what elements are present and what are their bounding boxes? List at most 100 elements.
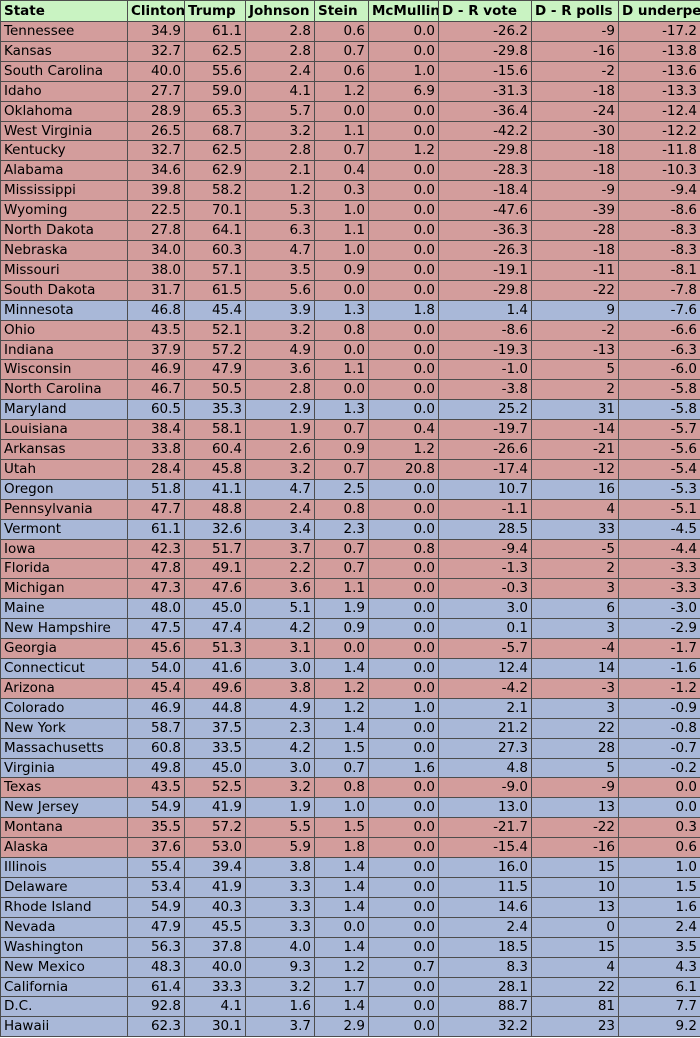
value-cell-clinton: 60.5 xyxy=(127,399,185,421)
table-row: Kentucky 32.7 62.5 2.8 0.7 1.2 -29.8 -18 -11.8 xyxy=(0,140,700,162)
value-cell-johnson: 3.2 xyxy=(245,319,315,341)
value-cell-d-r-vote: -47.6 xyxy=(438,200,532,222)
value-cell-d-r-vote: -36.4 xyxy=(438,100,532,122)
value-cell-clinton: 46.8 xyxy=(127,299,185,321)
value-cell-johnson: 4.9 xyxy=(245,339,315,361)
value-cell-mcmullin: 1.0 xyxy=(368,60,439,82)
value-cell-johnson: 2.6 xyxy=(245,439,315,460)
value-cell-stein: 1.1 xyxy=(314,220,369,241)
value-cell-trump: 41.1 xyxy=(184,478,246,500)
value-cell-trump: 57.2 xyxy=(184,817,246,839)
value-cell-mcmullin: 0.0 xyxy=(368,239,439,261)
value-cell-clinton: 51.8 xyxy=(127,478,185,500)
value-cell-d-underperf: -3.3 xyxy=(618,558,700,580)
value-cell-mcmullin: 6.9 xyxy=(368,80,439,102)
value-cell-mcmullin: 0.0 xyxy=(368,677,439,699)
value-cell-clinton: 62.3 xyxy=(127,1016,185,1038)
value-cell-trump: 49.6 xyxy=(184,677,246,699)
value-cell-trump: 52.5 xyxy=(184,777,246,799)
value-cell-trump: 30.1 xyxy=(184,1016,246,1038)
table-row: West Virginia 26.5 68.7 3.2 1.1 0.0 -42.2 -30 -1… xyxy=(0,120,700,142)
value-cell-d-underperf: -0.8 xyxy=(618,717,700,739)
value-cell-d-underperf: 0.6 xyxy=(618,837,700,859)
table-row: Arizona 45.4 49.6 3.8 1.2 0.0 -4.2 -3 -1.2 xyxy=(0,677,700,699)
value-cell-d-underperf: -5.1 xyxy=(618,498,700,520)
table-row: Texas 43.5 52.5 3.2 0.8 0.0 -9.0 -9 0.0 xyxy=(0,777,700,799)
value-cell-trump: 41.9 xyxy=(184,876,246,898)
value-cell-d-r-polls: 6 xyxy=(531,598,619,620)
value-cell-mcmullin: 0.0 xyxy=(368,120,439,142)
value-cell-d-r-vote: 4.8 xyxy=(438,757,532,779)
value-cell-stein: 0.7 xyxy=(314,40,369,62)
value-cell-clinton: 22.5 xyxy=(127,200,185,222)
value-cell-trump: 61.1 xyxy=(184,21,246,42)
value-cell-clinton: 47.8 xyxy=(127,558,185,580)
value-cell-d-r-polls: -11 xyxy=(531,259,619,281)
table-row: Alabama 34.6 62.9 2.1 0.4 0.0 -28.3 -18 -10.3 xyxy=(0,160,700,182)
value-cell-johnson: 2.3 xyxy=(245,717,315,739)
table-row: Alaska 37.6 53.0 5.9 1.8 0.0 -15.4 -16 0.6 xyxy=(0,837,700,859)
value-cell-mcmullin: 0.0 xyxy=(368,200,439,222)
value-cell-clinton: 28.9 xyxy=(127,100,185,122)
value-cell-stein: 0.9 xyxy=(314,618,369,640)
value-cell-trump: 48.8 xyxy=(184,498,246,520)
value-cell-d-r-polls: -2 xyxy=(531,60,619,82)
table-row: Iowa 42.3 51.7 3.7 0.7 0.8 -9.4 -5 -4.4 xyxy=(0,538,700,560)
value-cell-d-r-polls: 5 xyxy=(531,757,619,779)
value-cell-trump: 49.1 xyxy=(184,558,246,580)
value-cell-clinton: 54.0 xyxy=(127,658,185,679)
table-row: New York 58.7 37.5 2.3 1.4 0.0 21.2 22 -0.8 xyxy=(0,717,700,739)
value-cell-clinton: 47.3 xyxy=(127,578,185,600)
value-cell-d-r-vote: -9.4 xyxy=(438,538,532,560)
table-row: Utah 28.4 45.8 3.2 0.7 20.8 -17.4 -12 -5.4 xyxy=(0,458,700,480)
table-row: Massachusetts 60.8 33.5 4.2 1.5 0.0 27.3 28 -0.7 xyxy=(0,737,700,759)
state-name-cell: New Jersey xyxy=(0,797,128,819)
value-cell-clinton: 32.7 xyxy=(127,140,185,162)
value-cell-d-underperf: -5.3 xyxy=(618,478,700,500)
value-cell-d-underperf: 7.7 xyxy=(618,996,700,1018)
value-cell-johnson: 1.2 xyxy=(245,180,315,202)
table-row: Nevada 47.9 45.5 3.3 0.0 0.0 2.4 0 2.4 xyxy=(0,916,700,938)
column-header-d-underperf: D underperf xyxy=(618,0,700,22)
state-name-cell: South Dakota xyxy=(0,279,128,301)
value-cell-mcmullin: 1.2 xyxy=(368,439,439,460)
value-cell-stein: 0.0 xyxy=(314,279,369,301)
table-row: Illinois 55.4 39.4 3.8 1.4 0.0 16.0 15 1.0 xyxy=(0,857,700,878)
value-cell-stein: 0.7 xyxy=(314,419,369,441)
value-cell-mcmullin: 0.0 xyxy=(368,618,439,640)
value-cell-mcmullin: 0.4 xyxy=(368,419,439,441)
value-cell-mcmullin: 0.0 xyxy=(368,319,439,341)
value-cell-clinton: 43.5 xyxy=(127,777,185,799)
value-cell-d-r-vote: 32.2 xyxy=(438,1016,532,1038)
value-cell-d-r-vote: -4.2 xyxy=(438,677,532,699)
value-cell-trump: 45.4 xyxy=(184,299,246,321)
value-cell-stein: 1.4 xyxy=(314,996,369,1018)
value-cell-stein: 0.8 xyxy=(314,777,369,799)
state-name-cell: Alaska xyxy=(0,837,128,859)
value-cell-mcmullin: 0.0 xyxy=(368,220,439,241)
table-row: Washington 56.3 37.8 4.0 1.4 0.0 18.5 15 3.5 xyxy=(0,936,700,958)
value-cell-d-underperf: -7.6 xyxy=(618,299,700,321)
state-name-cell: Montana xyxy=(0,817,128,839)
value-cell-stein: 1.2 xyxy=(314,677,369,699)
value-cell-clinton: 39.8 xyxy=(127,180,185,202)
value-cell-stein: 2.3 xyxy=(314,518,369,540)
table-row: Idaho 27.7 59.0 4.1 1.2 6.9 -31.3 -18 -13.3 xyxy=(0,80,700,102)
table-row: Indiana 37.9 57.2 4.9 0.0 0.0 -19.3 -13 -6.3 xyxy=(0,339,700,361)
state-name-cell: Illinois xyxy=(0,857,128,878)
value-cell-stein: 1.1 xyxy=(314,359,369,381)
value-cell-mcmullin: 0.0 xyxy=(368,837,439,859)
value-cell-d-r-polls: -22 xyxy=(531,279,619,301)
value-cell-clinton: 42.3 xyxy=(127,538,185,560)
value-cell-d-r-polls: -22 xyxy=(531,817,619,839)
state-name-cell: Virginia xyxy=(0,757,128,779)
state-name-cell: West Virginia xyxy=(0,120,128,142)
value-cell-d-r-polls: 15 xyxy=(531,857,619,878)
value-cell-d-r-polls: 31 xyxy=(531,399,619,421)
value-cell-johnson: 2.8 xyxy=(245,21,315,42)
state-name-cell: Oregon xyxy=(0,478,128,500)
value-cell-mcmullin: 0.0 xyxy=(368,379,439,401)
value-cell-johnson: 3.8 xyxy=(245,677,315,699)
value-cell-d-r-polls: -18 xyxy=(531,80,619,102)
value-cell-trump: 47.6 xyxy=(184,578,246,600)
